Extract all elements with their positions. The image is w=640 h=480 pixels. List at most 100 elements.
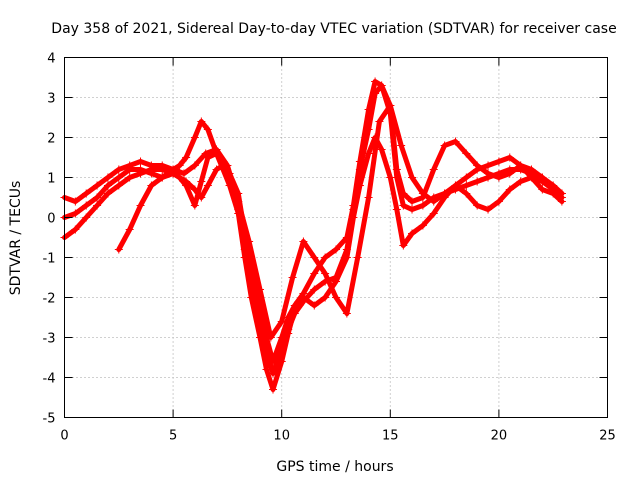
y-tick-label: 4 bbox=[47, 52, 55, 67]
data-point bbox=[375, 117, 384, 126]
data-point bbox=[355, 181, 364, 190]
series-s4 bbox=[114, 101, 566, 342]
data-point bbox=[277, 333, 286, 342]
data-point bbox=[93, 193, 102, 202]
data-point bbox=[158, 173, 167, 182]
data-point bbox=[371, 77, 380, 86]
data-point bbox=[125, 225, 134, 234]
data-point bbox=[175, 173, 184, 182]
data-point bbox=[408, 197, 417, 206]
data-point bbox=[93, 181, 102, 190]
data-point bbox=[93, 201, 102, 210]
data-point bbox=[505, 153, 514, 162]
series-trace bbox=[62, 83, 565, 376]
data-point bbox=[377, 81, 386, 90]
data-point bbox=[240, 253, 249, 262]
data-point bbox=[408, 229, 417, 238]
data-point bbox=[310, 301, 319, 310]
data-point bbox=[399, 241, 408, 250]
data-point bbox=[103, 181, 112, 190]
series-trace bbox=[116, 103, 565, 340]
data-point bbox=[310, 253, 319, 262]
data-point bbox=[473, 201, 482, 210]
data-point bbox=[538, 185, 547, 194]
data-point bbox=[462, 189, 471, 198]
data-point bbox=[147, 181, 156, 190]
data-point bbox=[269, 357, 278, 366]
data-point bbox=[158, 165, 167, 174]
data-point bbox=[255, 285, 264, 294]
data-point bbox=[408, 173, 417, 182]
data-point bbox=[386, 101, 395, 110]
x-tick-label: 10 bbox=[273, 429, 290, 444]
data-point bbox=[484, 161, 493, 170]
data-point bbox=[386, 173, 395, 182]
data-point bbox=[175, 161, 184, 170]
chart-title: Day 358 of 2021, Sidereal Day-to-day VTE… bbox=[51, 21, 616, 37]
data-point bbox=[332, 245, 340, 254]
data-point bbox=[190, 161, 199, 170]
y-tick-label: 3 bbox=[47, 92, 55, 107]
data-point bbox=[397, 141, 406, 150]
data-point bbox=[527, 165, 536, 174]
data-point bbox=[377, 145, 386, 154]
data-point bbox=[212, 145, 221, 154]
data-point bbox=[114, 165, 123, 174]
series-layer bbox=[60, 77, 566, 394]
data-point bbox=[82, 213, 91, 222]
data-point bbox=[266, 333, 275, 342]
data-point bbox=[494, 173, 503, 182]
data-point bbox=[182, 181, 191, 190]
data-point bbox=[462, 173, 471, 182]
y-tick-label: -2 bbox=[43, 292, 56, 307]
data-point bbox=[103, 189, 112, 198]
data-point bbox=[418, 201, 427, 210]
data-point bbox=[408, 205, 417, 214]
data-point bbox=[494, 157, 503, 166]
data-point bbox=[549, 189, 558, 198]
data-point bbox=[125, 173, 134, 182]
series-s2 bbox=[60, 77, 566, 366]
data-point bbox=[71, 225, 80, 234]
data-point bbox=[269, 385, 278, 394]
data-point bbox=[462, 149, 471, 158]
data-point bbox=[451, 137, 460, 146]
data-point bbox=[310, 285, 319, 294]
data-point bbox=[179, 169, 188, 178]
x-tick-label: 20 bbox=[491, 429, 508, 444]
data-point bbox=[262, 365, 271, 374]
data-point bbox=[321, 293, 330, 302]
axes: 0 5 10 15 20 25 -5 -4 -3 -2 -1 0 1 2 3 4 bbox=[43, 52, 616, 444]
data-point bbox=[277, 357, 286, 366]
data-point bbox=[288, 273, 297, 282]
y-tick-label: -3 bbox=[43, 332, 56, 347]
data-point bbox=[505, 185, 514, 194]
data-point bbox=[353, 253, 362, 262]
data-point bbox=[136, 201, 145, 210]
x-tick-label: 25 bbox=[599, 429, 616, 444]
y-axis-label: SDTVAR / TECUs bbox=[8, 181, 24, 296]
data-point bbox=[136, 157, 145, 166]
x-tick-label: 5 bbox=[169, 429, 177, 444]
data-point bbox=[82, 189, 91, 198]
data-point bbox=[234, 197, 243, 206]
data-point bbox=[103, 173, 112, 182]
x-tick-label: 15 bbox=[382, 429, 399, 444]
data-point bbox=[321, 253, 330, 262]
data-point bbox=[197, 117, 206, 126]
y-tick-label: -1 bbox=[43, 252, 56, 267]
data-point bbox=[125, 161, 134, 170]
data-point bbox=[203, 125, 212, 134]
data-point bbox=[399, 189, 408, 198]
data-point bbox=[429, 165, 438, 174]
data-point bbox=[429, 209, 438, 218]
data-point bbox=[399, 201, 408, 210]
data-point bbox=[147, 165, 156, 174]
data-point bbox=[557, 197, 566, 206]
data-point bbox=[484, 205, 493, 214]
data-point bbox=[290, 305, 299, 314]
data-point bbox=[114, 245, 123, 254]
data-point bbox=[321, 269, 330, 278]
data-point bbox=[538, 177, 547, 186]
